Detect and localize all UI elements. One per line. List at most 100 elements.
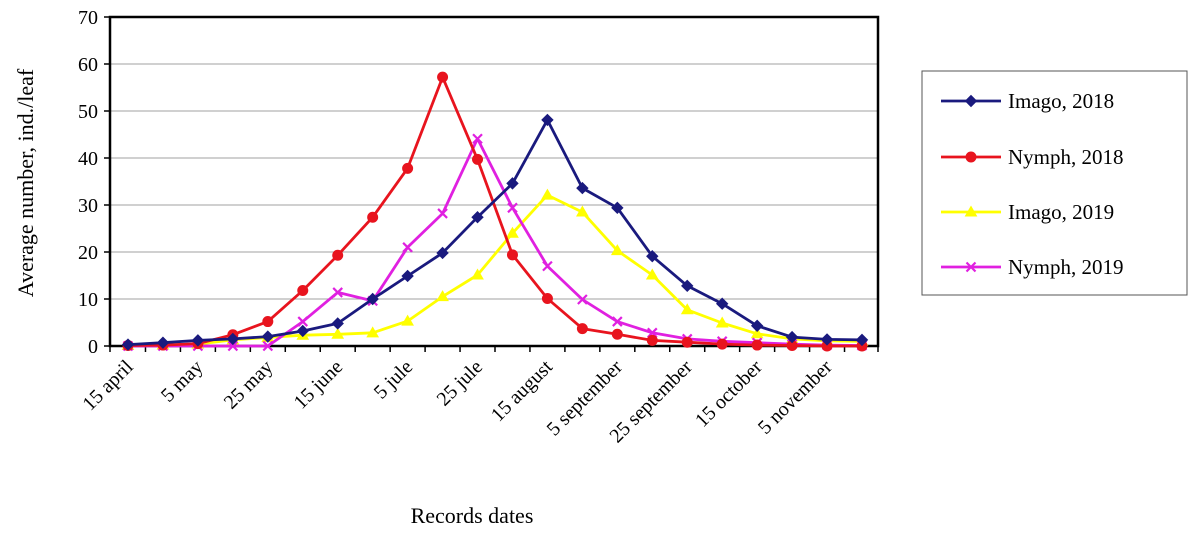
data-point-imago-2019 [576,205,589,217]
data-point-imago-2019 [331,327,345,339]
y-tick-label: 70 [78,7,98,29]
data-point-nymph-2018 [541,293,553,305]
data-point-imago-2019 [401,314,414,326]
legend: Imago, 2018 Nymph, 2018 Imago, 2019 Nymph, … [921,70,1188,296]
data-point-imago-2018 [541,113,554,127]
data-point-nymph-2019 [297,316,309,327]
legend-label: Imago, 2019 [1008,200,1114,224]
data-point-imago-2018 [296,324,309,338]
legend-marker [965,261,977,273]
x-tick-label: 15 june [290,356,348,414]
y-tick-label: 60 [78,54,98,76]
y-axis-title: Average number, ind./leaf [13,68,38,297]
legend-marker [964,205,978,217]
data-point-imago-2018 [191,334,205,347]
y-tick-label: 0 [88,336,98,358]
data-point-nymph-2019 [332,287,343,298]
data-point-imago-2018 [750,319,764,332]
x-tick-label: 15 august [487,356,557,426]
data-point-imago-2019 [471,268,484,280]
x-tick-label: 5 may [157,356,208,407]
y-tick-label: 30 [78,195,98,217]
data-point-nymph-2018 [402,162,414,174]
legend-entry-nymph-2019: Nymph, 2019 [941,255,1124,279]
data-point-imago-2018 [785,330,799,344]
data-point-nymph-2019 [402,242,413,253]
data-point-imago-2018 [261,330,275,343]
legend-label: Nymph, 2019 [1008,255,1124,279]
legend-marker [964,94,978,108]
x-axis-title: Records dates [411,503,534,528]
legend-entry-imago-2018: Imago, 2018 [941,89,1114,113]
legend-label: Imago, 2018 [1008,89,1114,113]
data-point-nymph-2019 [262,340,274,352]
data-point-nymph-2018 [751,339,763,351]
data-point-nymph-2018 [472,153,484,165]
data-point-imago-2018 [436,246,449,260]
data-point-nymph-2018 [297,285,309,297]
data-point-nymph-2018 [367,211,379,223]
data-point-imago-2018 [156,336,170,349]
data-point-imago-2018 [681,279,694,293]
y-tick-label: 50 [78,101,98,123]
series-line-nymph-2019 [128,137,863,348]
data-point-nymph-2018 [681,336,693,348]
legend-box [921,70,1188,296]
legend-marker [965,151,977,163]
data-point-imago-2019 [715,316,729,328]
legend-entry-imago-2019: Imago, 2019 [941,200,1114,224]
data-point-imago-2018 [121,338,135,351]
data-point-imago-2018 [646,250,659,263]
data-point-nymph-2019 [507,202,518,214]
x-tick-label: 5 november [754,356,837,439]
data-point-imago-2018 [471,211,484,224]
data-point-nymph-2019 [437,208,448,219]
data-point-nymph-2019 [577,294,588,305]
series-lines [121,71,869,352]
data-point-nymph-2018 [262,316,274,328]
y-tick-label: 20 [78,242,98,264]
data-point-nymph-2018 [716,338,728,350]
data-point-nymph-2019 [542,260,553,272]
grid [110,63,878,300]
series-line-nymph-2018 [127,75,862,348]
x-tick-label: 25 jule [433,356,488,411]
data-point-imago-2018 [576,181,589,195]
data-point-imago-2018 [715,297,729,310]
x-tick-label: 5 jule [370,356,417,403]
plot-area [108,15,880,348]
data-point-nymph-2018 [506,249,518,261]
data-point-nymph-2019 [612,316,623,327]
data-point-imago-2018 [820,333,834,346]
y-tick-label: 10 [78,289,98,311]
data-point-nymph-2018 [646,334,658,346]
data-point-imago-2019 [366,326,380,338]
data-point-imago-2018 [366,292,379,306]
x-axis-ticks: 15 april 5 may 25 may 15 june 5 jule 25 jule 1… [78,346,879,447]
data-point-imago-2019 [750,327,764,339]
legend-label: Nymph, 2018 [1008,145,1124,169]
y-axis-ticks: 0 10 20 30 40 50 60 70 [78,7,110,358]
x-tick-label: 25 may [220,356,278,414]
data-point-imago-2019 [506,226,519,238]
data-point-imago-2019 [680,303,694,315]
data-point-imago-2018 [226,332,240,346]
data-point-nymph-2018 [437,71,449,83]
data-point-nymph-2019 [227,340,239,352]
data-point-nymph-2019 [472,133,483,145]
legend-entry-nymph-2018: Nymph, 2018 [941,145,1124,169]
data-point-imago-2019 [541,188,554,200]
data-point-imago-2019 [610,244,624,256]
y-tick-label: 40 [78,148,98,170]
data-point-nymph-2018 [332,249,344,261]
data-point-imago-2018 [506,177,519,190]
data-point-imago-2018 [611,201,624,215]
data-point-imago-2018 [401,269,414,283]
data-point-imago-2019 [436,290,449,302]
data-point-nymph-2018 [576,323,588,335]
data-point-imago-2018 [331,317,344,330]
x-tick-label: 15 april [78,356,137,415]
data-point-nymph-2018 [611,328,623,340]
series-line-imago-2018 [127,118,863,346]
